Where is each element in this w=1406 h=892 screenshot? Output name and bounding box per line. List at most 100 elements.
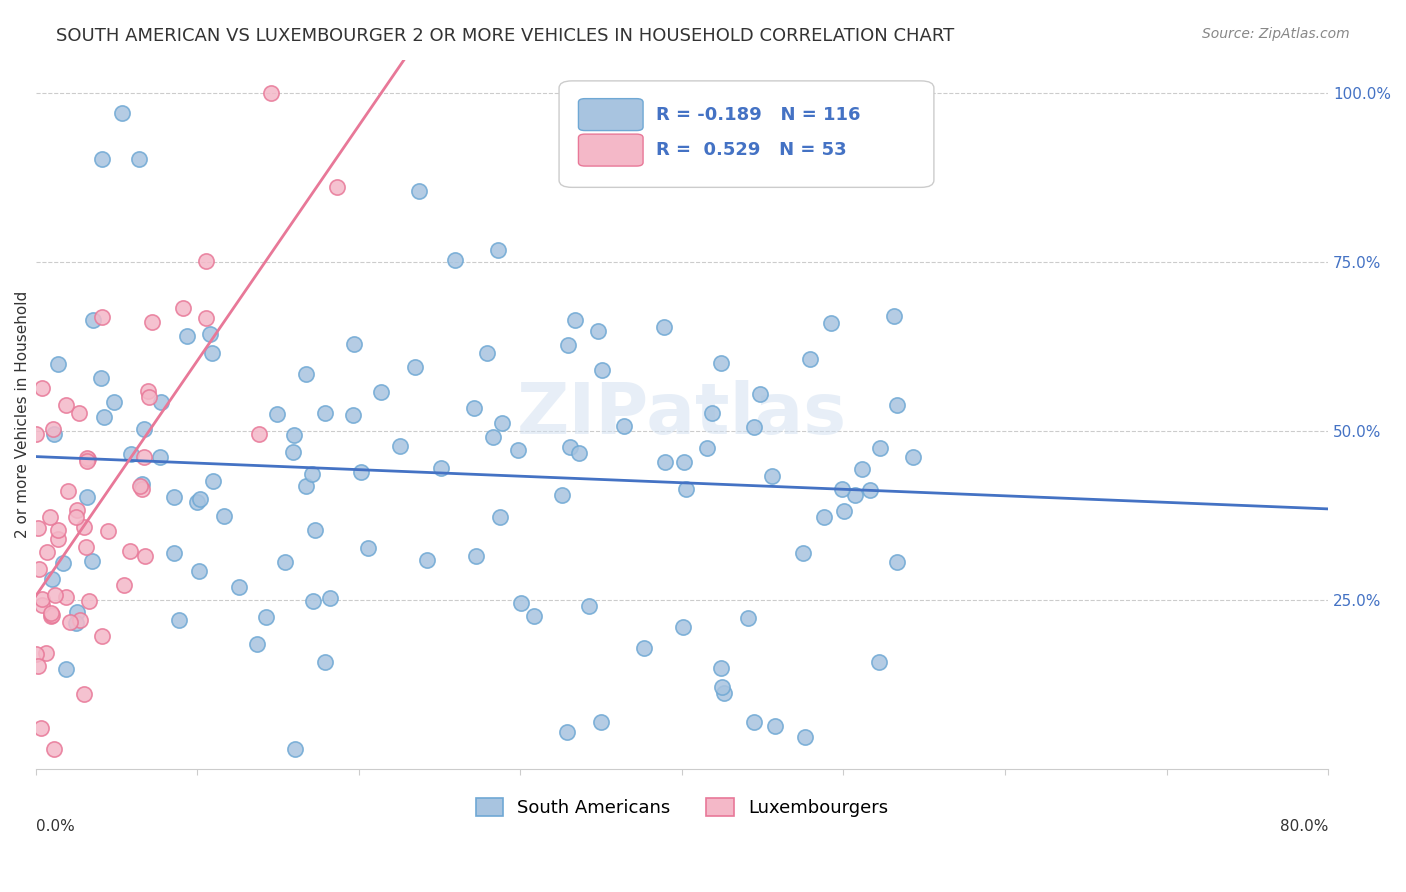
- Point: [851, 462, 873, 476]
- Point: [430, 460, 453, 475]
- Point: [75, 541, 97, 555]
- Point: [295, 479, 318, 493]
- Point: [555, 725, 578, 739]
- Point: [506, 443, 529, 458]
- Point: [90, 629, 112, 643]
- Text: ZIPatlas: ZIPatlas: [517, 380, 846, 449]
- Point: [31, 381, 53, 395]
- Point: [39, 510, 62, 524]
- Point: [131, 482, 153, 496]
- Point: [39, 609, 62, 624]
- Point: [672, 620, 695, 634]
- Point: [103, 395, 125, 409]
- Text: R = -0.189   N = 116: R = -0.189 N = 116: [657, 106, 860, 124]
- Point: [652, 320, 675, 334]
- Point: [591, 714, 613, 729]
- Point: [613, 418, 636, 433]
- Point: [120, 447, 142, 461]
- Point: [281, 445, 304, 459]
- Point: [713, 686, 735, 700]
- Point: [444, 253, 467, 268]
- Point: [742, 714, 765, 729]
- Point: [761, 468, 783, 483]
- Point: [201, 346, 224, 360]
- Point: [723, 132, 745, 146]
- Point: [792, 546, 814, 560]
- Point: [326, 180, 349, 194]
- Point: [187, 564, 209, 578]
- Point: [65, 615, 87, 630]
- Point: [138, 390, 160, 404]
- Point: [41, 572, 63, 586]
- Point: [66, 606, 89, 620]
- Point: [370, 384, 392, 399]
- Point: [79, 594, 101, 608]
- Point: [42, 422, 65, 436]
- Point: [568, 446, 591, 460]
- Point: [76, 452, 98, 467]
- Point: [799, 352, 821, 367]
- Point: [314, 656, 336, 670]
- Point: [301, 467, 323, 482]
- Y-axis label: 2 or more Vehicles in Household: 2 or more Vehicles in Household: [15, 291, 30, 538]
- Point: [266, 407, 288, 421]
- Point: [737, 611, 759, 625]
- Point: [481, 430, 503, 444]
- Point: [357, 541, 380, 556]
- Point: [491, 416, 513, 430]
- Point: [112, 578, 135, 592]
- Point: [39, 606, 62, 620]
- Point: [886, 555, 908, 569]
- Point: [859, 483, 882, 497]
- Point: [66, 502, 89, 516]
- Point: [254, 610, 277, 624]
- Point: [228, 581, 250, 595]
- FancyBboxPatch shape: [560, 81, 934, 187]
- Point: [212, 509, 235, 524]
- Point: [654, 455, 676, 469]
- Point: [564, 313, 586, 327]
- Point: [72, 687, 94, 701]
- Point: [415, 553, 437, 567]
- Point: [67, 406, 90, 420]
- Point: [27, 562, 49, 576]
- Point: [658, 87, 681, 101]
- Point: [260, 87, 283, 101]
- Point: [48, 533, 70, 547]
- Point: [844, 487, 866, 501]
- Point: [149, 395, 172, 409]
- Point: [763, 719, 786, 733]
- Point: [295, 367, 318, 381]
- Point: [27, 659, 49, 673]
- Point: [901, 450, 924, 465]
- Point: [167, 613, 190, 627]
- Point: [134, 549, 156, 564]
- Point: [886, 398, 908, 412]
- Point: [55, 398, 77, 412]
- Point: [41, 607, 63, 622]
- Point: [813, 510, 835, 524]
- Point: [551, 488, 574, 502]
- FancyBboxPatch shape: [578, 99, 643, 130]
- Point: [128, 152, 150, 166]
- Point: [52, 556, 75, 570]
- Point: [301, 594, 323, 608]
- Point: [97, 524, 120, 538]
- Point: [389, 439, 412, 453]
- Point: [91, 310, 114, 324]
- Point: [31, 599, 53, 613]
- Point: [832, 504, 855, 518]
- Point: [523, 608, 546, 623]
- Point: [489, 510, 512, 524]
- Point: [408, 184, 430, 198]
- Text: 80.0%: 80.0%: [1279, 819, 1329, 834]
- Point: [405, 359, 427, 374]
- Point: [464, 549, 486, 564]
- Point: [696, 441, 718, 455]
- Point: [90, 370, 112, 384]
- Point: [25, 427, 48, 442]
- Point: [44, 742, 66, 756]
- Point: [163, 490, 186, 504]
- Point: [557, 338, 579, 352]
- Point: [31, 591, 53, 606]
